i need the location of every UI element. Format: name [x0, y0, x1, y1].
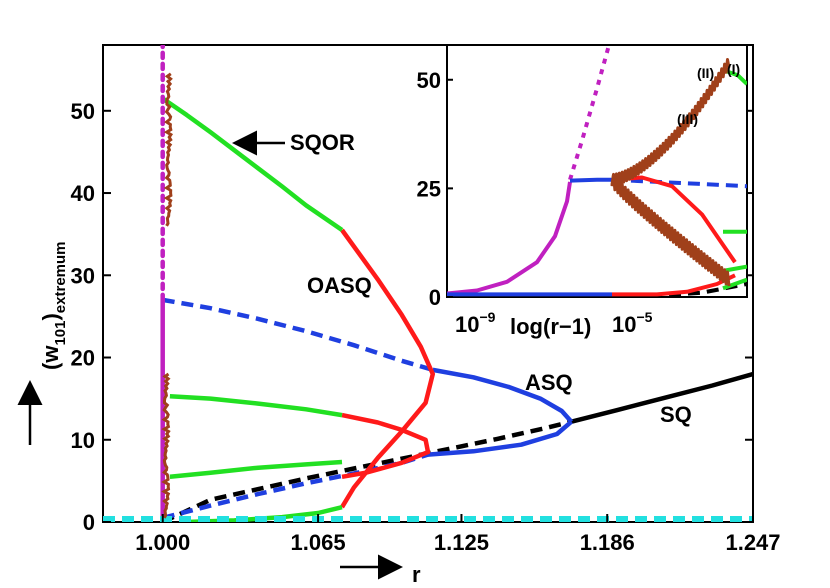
x-tick-label: 1.247 [725, 530, 780, 555]
inset-label-ii: (II) [697, 65, 714, 81]
inset-xtick-right-base: 10 [612, 312, 636, 337]
inset-oasq-up [611, 175, 737, 264]
inset-sqor-4 [722, 277, 747, 291]
ylabel-sub2: extremum [52, 241, 69, 313]
inset-y-ticks: 0 25 50 [417, 68, 453, 310]
y-tick-label: 40 [71, 181, 95, 206]
x-tick-label: 1.065 [291, 530, 346, 555]
x-tick-label: 1.125 [434, 530, 489, 555]
series-asq-lower-stable [427, 419, 573, 457]
ylabel-sub: 101 [52, 321, 69, 346]
inset-xtick-right-exp: −5 [636, 309, 652, 325]
y-tick-label: 0 [83, 510, 95, 535]
chaotic-band-0 [163, 72, 174, 227]
inset-sqor-3 [722, 264, 747, 273]
sq-label: SQ [660, 402, 692, 427]
y-tick-label: 10 [71, 428, 95, 453]
inset-y-tick-label: 50 [417, 68, 441, 93]
inset-xtick-left: 10−9 [455, 309, 496, 337]
x-tick-label: 1.186 [580, 530, 635, 555]
series-asq-upper-stable [432, 367, 574, 424]
inset-y-tick-label: 25 [417, 176, 441, 201]
inset-sqor-1 [725, 69, 747, 86]
series-oasq-inner [341, 412, 431, 480]
ylabel-close: ) [38, 313, 63, 320]
inset-chaotic-up [610, 58, 731, 187]
inset-chaotic-low [610, 173, 731, 287]
sqor-label: SQOR [290, 130, 355, 155]
x-axis-ticks: 1.000 1.065 1.125 1.186 1.247 [135, 514, 781, 555]
main-series-group [103, 45, 753, 522]
inset-xtick-right: 10−5 [612, 309, 653, 337]
series-asq-upper-unstable [162, 297, 434, 373]
inset-series-group [447, 45, 747, 297]
inset-y-tick-label: 0 [429, 285, 441, 310]
x-axis-label: r [412, 562, 421, 587]
inset-xtick-left-exp: −9 [479, 309, 495, 325]
asq-label: ASQ [525, 370, 573, 395]
series-sqor-top [161, 96, 344, 232]
inset-asq-top-solid [569, 177, 612, 183]
x-tick-label: 1.000 [135, 530, 190, 555]
oasq-label: OASQ [307, 273, 372, 298]
y-tick-label: 50 [71, 99, 95, 124]
chaotic-band-1 [161, 372, 171, 519]
inset-label-iii: (III) [677, 111, 698, 127]
y-axis-label: (w101)extremum [38, 241, 69, 370]
y-axis-ticks: 0 10 20 30 40 50 [71, 99, 753, 535]
y-tick-label: 20 [71, 346, 95, 371]
series-sq-stable [570, 371, 753, 424]
svg-text:(w101)extremum: (w101)extremum [38, 241, 69, 370]
inset-asq-top-dashed [611, 177, 747, 189]
ylabel-main: (w [38, 345, 63, 370]
series-sqor-mid-upper [169, 393, 343, 418]
series-asq-lower-unstable [162, 452, 429, 521]
inset-xlabel: log(r−1) [510, 314, 591, 339]
inset-magenta-solid [447, 181, 572, 296]
y-tick-label: 30 [71, 263, 95, 288]
inset-label-i: (I) [727, 61, 740, 77]
series-sqor-mid-lower [169, 459, 343, 480]
inset-xtick-left-base: 10 [455, 312, 479, 337]
series-sq-unstable [161, 419, 572, 522]
inset-magenta-dotted [568, 45, 611, 181]
